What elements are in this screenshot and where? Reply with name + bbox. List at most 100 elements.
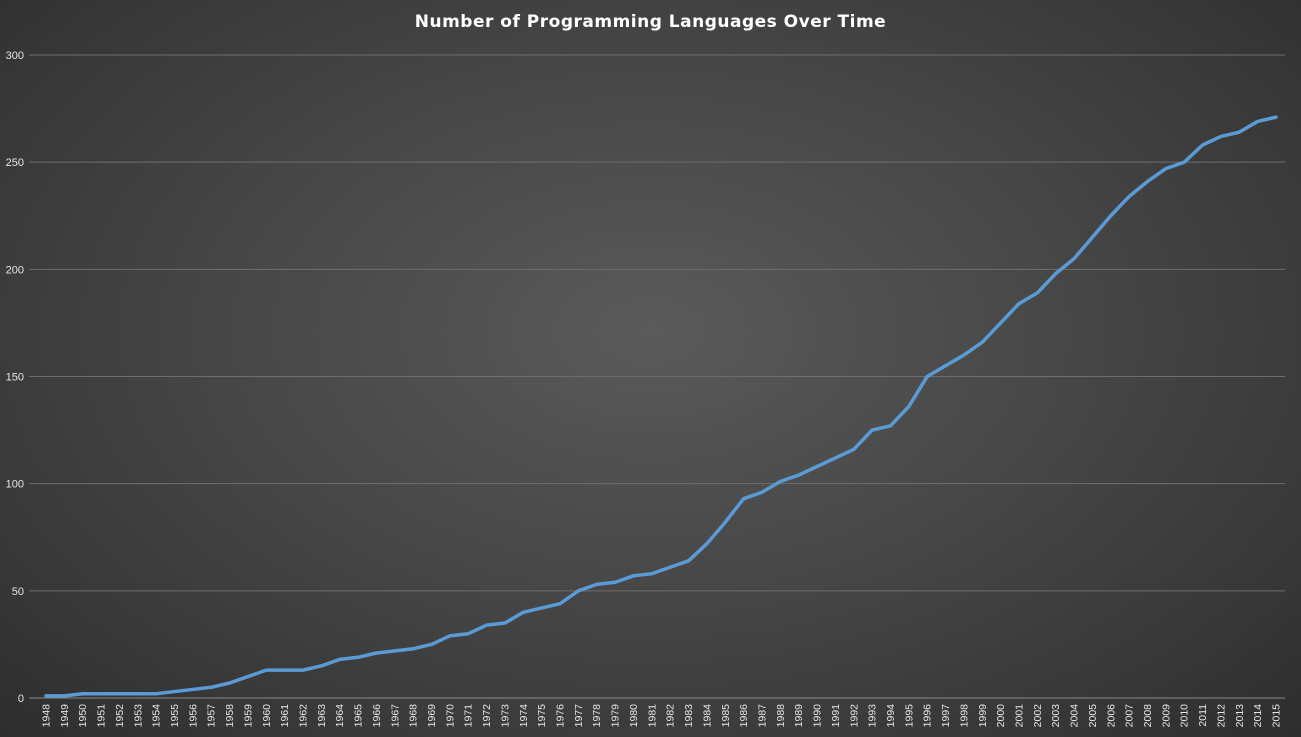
data-point (356, 655, 360, 659)
y-tick-label: 250 (6, 157, 24, 169)
series-layer (44, 115, 1278, 698)
x-tick-label: 2006 (1105, 704, 1117, 728)
x-tick-label: 1965 (353, 704, 365, 728)
data-point (833, 456, 838, 460)
data-point (1072, 257, 1076, 261)
data-point (723, 520, 727, 524)
data-point (1256, 119, 1260, 124)
x-tick-label: 1991 (830, 704, 842, 728)
x-tick-label: 1960 (261, 704, 273, 728)
data-point (999, 321, 1003, 325)
x-tick-label: 1958 (224, 704, 236, 728)
series-line-0 (44, 115, 1278, 698)
data-point (907, 404, 911, 409)
x-tick-label: 1998 (958, 704, 970, 728)
x-tick-label: 2013 (1234, 704, 1246, 728)
x-tick-label: 1963 (316, 704, 328, 728)
data-point (925, 374, 929, 379)
x-tick-label: 2001 (1013, 704, 1025, 728)
x-tick-label: 1990 (812, 704, 824, 728)
x-tick-label: 1968 (408, 704, 420, 728)
data-point (705, 542, 709, 546)
data-point (980, 340, 984, 344)
x-tick-label: 1962 (298, 704, 310, 728)
x-tick-label: 1976 (555, 704, 567, 728)
data-point (1090, 235, 1095, 239)
x-tick-label: 1989 (793, 704, 805, 728)
data-point (99, 692, 103, 696)
data-point (870, 428, 874, 432)
x-tick-label: 1953 (132, 704, 144, 728)
x-tick-label: 1964 (334, 704, 346, 728)
data-point (595, 582, 599, 587)
x-tick-label: 1977 (573, 704, 585, 728)
data-point (668, 565, 672, 569)
x-tick-label: 1985 (720, 704, 732, 728)
data-point (429, 642, 434, 647)
x-tick-label: 2012 (1215, 704, 1227, 728)
data-point (374, 651, 379, 655)
chart-title: Number of Programming Languages Over Tim… (414, 12, 887, 32)
data-point (1164, 166, 1168, 171)
x-tick-label: 1973 (499, 704, 511, 728)
x-tick-label: 1987 (756, 704, 768, 728)
y-tick-label: 300 (6, 50, 24, 62)
x-tick-label: 1994 (885, 704, 897, 728)
x-tick-label: 2002 (1032, 704, 1044, 728)
data-point (686, 559, 691, 563)
x-tick-label: 1996 (922, 704, 934, 728)
data-point (1017, 302, 1021, 306)
x-tick-label: 1967 (389, 704, 401, 728)
y-tick-label: 200 (6, 264, 24, 276)
x-tick-label: 1959 (242, 704, 254, 728)
data-point (613, 580, 617, 584)
x-tick-label: 1980 (628, 704, 640, 728)
data-point (338, 657, 342, 662)
y-axis-ticks: 0 50 100 150 200 250 300 (6, 50, 24, 705)
x-tick-label: 2008 (1142, 704, 1154, 728)
data-point (521, 610, 525, 614)
x-tick-label: 1969 (426, 704, 438, 728)
x-tick-label: 2009 (1160, 704, 1172, 728)
data-point (283, 668, 287, 672)
x-tick-label: 2000 (995, 704, 1007, 728)
y-tick-label: 50 (12, 586, 24, 598)
x-tick-label: 1986 (738, 704, 750, 728)
data-point (631, 574, 636, 578)
data-point (117, 692, 122, 696)
x-tick-label: 1961 (279, 704, 291, 728)
data-point (760, 490, 764, 494)
data-point (558, 602, 562, 606)
x-tick-label: 1955 (169, 704, 181, 728)
data-point (1145, 179, 1150, 184)
x-tick-label: 1957 (206, 704, 218, 728)
data-point (650, 572, 654, 576)
data-point (301, 668, 305, 672)
data-point (264, 668, 268, 672)
x-tick-label: 1978 (591, 704, 603, 728)
x-tick-label: 1999 (977, 704, 989, 728)
data-point (172, 689, 177, 694)
data-point (540, 606, 544, 610)
x-tick-label: 1979 (610, 704, 622, 728)
data-point (209, 685, 213, 689)
data-point (1035, 291, 1039, 295)
data-point (448, 634, 452, 638)
x-tick-label: 1974 (518, 704, 530, 728)
y-tick-label: 100 (6, 479, 24, 491)
x-tick-label: 1951 (96, 704, 108, 728)
x-tick-label: 1970 (444, 704, 456, 728)
x-tick-label: 1981 (646, 704, 658, 728)
data-point (962, 353, 966, 357)
data-point (411, 647, 415, 651)
y-tick-label: 0 (18, 693, 24, 705)
x-tick-label: 1992 (848, 704, 860, 728)
data-point (44, 694, 48, 698)
x-tick-label: 1950 (77, 704, 89, 728)
data-point (136, 692, 140, 696)
data-point (1237, 130, 1241, 134)
x-tick-label: 1948 (41, 704, 53, 728)
x-tick-label: 2014 (1252, 704, 1264, 728)
data-point (1274, 115, 1278, 119)
